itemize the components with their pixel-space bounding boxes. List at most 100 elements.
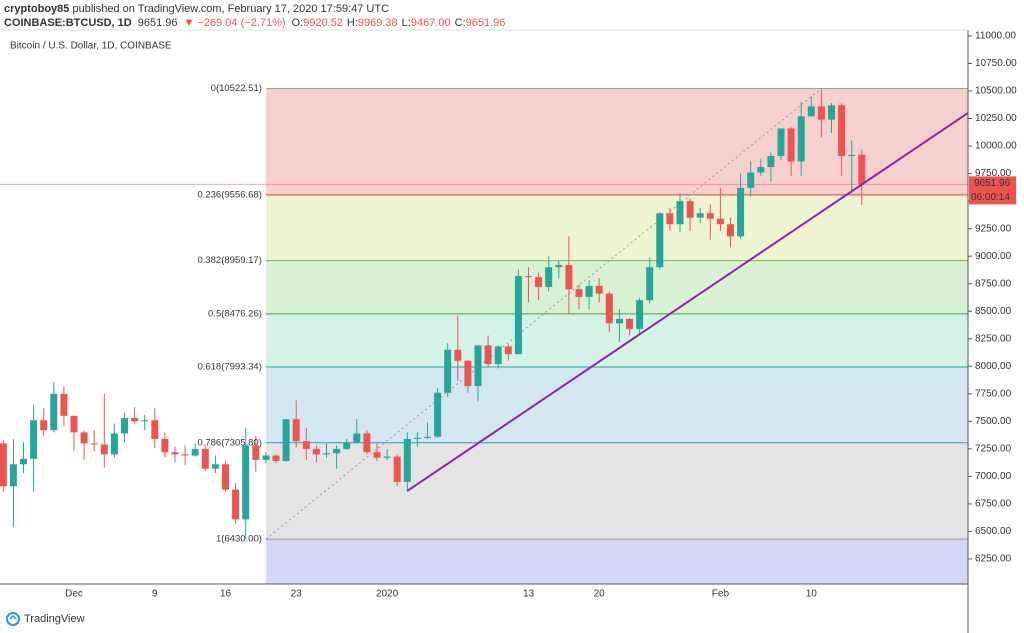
- candle-body: [686, 201, 694, 218]
- candle-body: [232, 489, 240, 520]
- candle-body: [858, 154, 866, 185]
- ohlc-value: 9651.96: [466, 17, 506, 29]
- candle-body: [807, 106, 815, 117]
- fib-level-label: 0.786(7305.80): [197, 437, 261, 448]
- x-tick-label: 9: [152, 589, 158, 600]
- candle-body: [131, 418, 139, 422]
- ohlc-value: 9920.52: [303, 17, 343, 29]
- x-tick-label: 2020: [376, 589, 399, 600]
- y-tick-label: 9250.00: [975, 223, 1012, 234]
- header-line-2: COINBASE:BTCUSD, 1D 9651.96 ▼ −269.04 (−2.…: [4, 17, 505, 29]
- ohlc-label: C:: [455, 17, 466, 29]
- y-tick-label: 8750.00: [975, 278, 1012, 289]
- candle-body: [373, 452, 381, 458]
- candle-body: [393, 456, 401, 482]
- y-tick-label: 9000.00: [975, 251, 1012, 262]
- candle-body: [191, 448, 199, 456]
- ohlc-value: 9969.38: [358, 17, 398, 29]
- candle-body: [595, 285, 603, 294]
- x-tick-label: Dec: [65, 589, 83, 600]
- x-tick-label: 16: [220, 589, 232, 600]
- candle-body: [555, 264, 563, 268]
- y-tick-label: 10500.00: [975, 86, 1017, 97]
- fib-zone: [265, 88, 968, 195]
- candle-body: [312, 448, 320, 455]
- candle-body: [323, 453, 330, 455]
- candle-body: [70, 415, 78, 433]
- last-price-label: 9651.96: [974, 178, 1011, 189]
- candle-body: [565, 264, 573, 290]
- candle-body: [9, 464, 17, 487]
- candle-body: [121, 418, 128, 434]
- candle-body: [494, 346, 502, 365]
- fib-anchor-line: [265, 88, 822, 540]
- x-tick-label: 23: [291, 589, 303, 600]
- candle-body: [787, 128, 795, 162]
- candle-body: [181, 454, 189, 456]
- y-tick-label: 10000.00: [975, 141, 1017, 152]
- fib-level-label: 1(6430.00): [216, 534, 262, 545]
- candle-body: [201, 448, 209, 469]
- y-tick-label: 6750.00: [975, 499, 1012, 510]
- candle-body: [767, 155, 775, 167]
- x-tick-label: Feb: [712, 589, 730, 600]
- footer-logo: [6, 612, 20, 626]
- candle-body: [848, 154, 856, 156]
- chart-title: Bitcoin / U.S. Dollar, 1D, COINBASE: [10, 41, 172, 52]
- candle-body: [60, 393, 68, 416]
- candle-body: [454, 349, 462, 361]
- candle-body: [737, 187, 745, 237]
- candle-body: [696, 213, 704, 218]
- change: ▼ −269.04 (−2.71%): [184, 17, 286, 29]
- candle-body: [161, 438, 169, 453]
- y-tick-label: 8250.00: [975, 333, 1012, 344]
- fib-level-label: 0.382(8959.17): [197, 255, 261, 266]
- x-tick-label: 10: [806, 589, 818, 600]
- symbol: COINBASE:BTCUSD, 1D: [4, 17, 132, 29]
- candle-body: [474, 345, 482, 387]
- candle-body: [413, 437, 421, 439]
- candle-body: [151, 420, 159, 439]
- candle-body: [403, 438, 411, 482]
- y-tick-label: 8000.00: [975, 361, 1012, 372]
- candle-body: [444, 349, 452, 393]
- publisher: cryptoboy85: [4, 3, 69, 15]
- fib-zone: [265, 260, 968, 314]
- fib-zone: [265, 442, 968, 540]
- y-tick-label: 10250.00: [975, 113, 1017, 124]
- candle-body: [514, 276, 522, 355]
- candle-body: [383, 456, 391, 458]
- candle-body: [464, 360, 472, 387]
- candle-body: [50, 393, 58, 431]
- candle-body: [110, 433, 118, 455]
- candle-body: [716, 218, 724, 225]
- trend-line: [406, 112, 968, 492]
- candle-body: [20, 458, 27, 465]
- candle-body: [817, 106, 825, 120]
- candle-body: [626, 318, 633, 329]
- candle-body: [171, 452, 179, 455]
- candle-body: [706, 213, 714, 219]
- candle-body: [757, 166, 765, 173]
- candle-body: [90, 443, 98, 445]
- candle-body: [797, 116, 805, 162]
- candle-body: [262, 455, 270, 460]
- x-tick-label: 20: [594, 589, 606, 600]
- y-tick-label: 6250.00: [975, 554, 1012, 565]
- candle-body: [292, 419, 300, 442]
- candle-body: [333, 448, 341, 454]
- fib-level-label: 0.236(9556.68): [197, 189, 261, 200]
- candle-body: [353, 433, 361, 443]
- candle-body: [777, 128, 785, 156]
- y-tick-label: 9750.00: [975, 168, 1012, 179]
- candle-body: [585, 285, 593, 297]
- candle-body: [424, 436, 431, 438]
- candle-body: [676, 201, 684, 225]
- candle-body: [272, 455, 280, 461]
- ohlc-label: O:: [292, 17, 304, 29]
- candle-body: [646, 267, 654, 301]
- candle-body: [545, 267, 553, 288]
- countdown-label: 06:00:14: [971, 192, 1010, 203]
- candle-body: [252, 445, 260, 460]
